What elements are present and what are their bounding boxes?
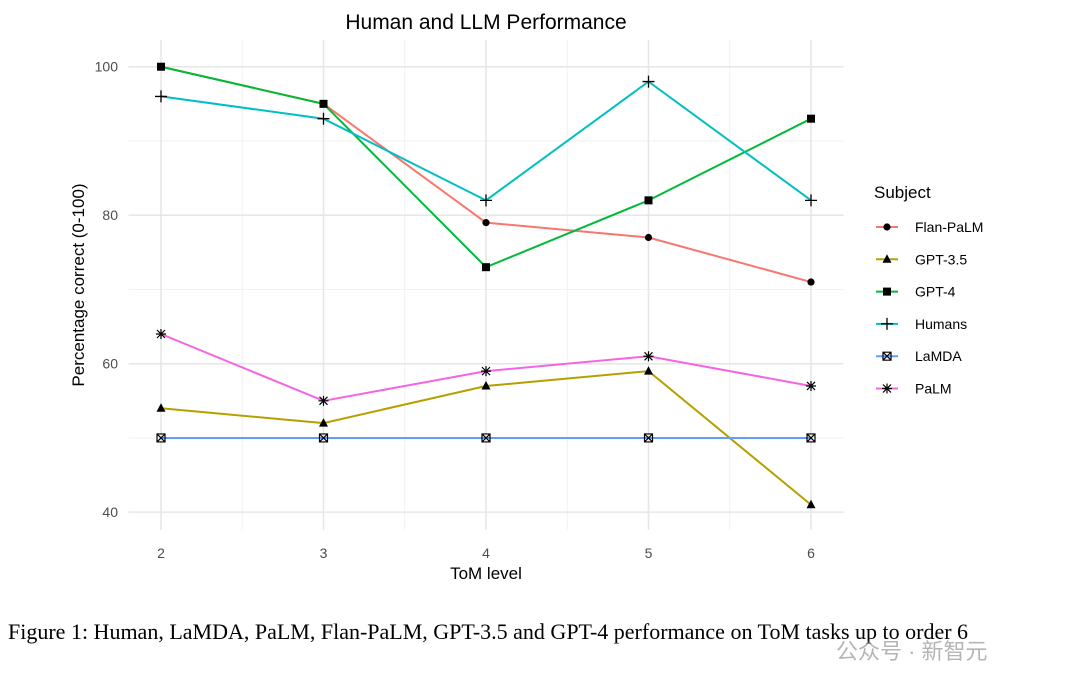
x-tick-label: 2 (157, 545, 165, 561)
legend-key-marker (882, 351, 892, 361)
y-tick-label: 60 (102, 356, 118, 372)
data-point (642, 75, 655, 88)
series-gpt-3-5 (156, 366, 816, 509)
legend-item: GPT-3.5 (876, 251, 967, 267)
watermark: 公众号 · 新智元 (836, 639, 988, 664)
data-point (157, 62, 165, 71)
data-point (806, 380, 816, 391)
data-point (156, 329, 166, 339)
y-tick-label: 40 (102, 504, 118, 520)
legend-label: LaMDA (915, 348, 962, 364)
legend-label: PaLM (915, 381, 952, 397)
data-point (482, 263, 490, 272)
x-axis-label: ToM level (450, 564, 522, 583)
data-point (318, 433, 329, 443)
x-tick-label: 6 (807, 545, 815, 561)
data-point (644, 196, 653, 205)
legend-key-marker (883, 223, 891, 231)
legend-item: Flan-PaLM (876, 219, 983, 235)
data-point (806, 499, 816, 509)
data-point (806, 433, 816, 443)
legend-title: Subject (874, 183, 931, 202)
y-tick-label: 100 (95, 59, 119, 75)
x-tick-label: 5 (645, 545, 653, 561)
data-point (155, 90, 167, 103)
chart-title: Human and LLM Performance (345, 11, 626, 34)
legend-item: LaMDA (876, 348, 962, 364)
legend-key-marker (882, 383, 892, 394)
legend-label: Humans (915, 316, 967, 332)
data-point (480, 194, 492, 207)
data-point (805, 194, 817, 207)
legend-key-marker (882, 254, 892, 263)
legend-key-marker (881, 317, 893, 330)
legend-key-marker (883, 287, 891, 296)
legend-item: GPT-4 (876, 284, 956, 300)
series-palm (156, 329, 816, 406)
data-point (643, 433, 654, 443)
data-point (156, 433, 166, 443)
legend-item: PaLM (876, 381, 952, 397)
data-point (319, 418, 328, 427)
y-axis-label: Percentage correct (0-100) (69, 183, 88, 386)
legend-label: GPT-4 (915, 284, 956, 300)
data-point (319, 99, 328, 108)
data-point (481, 366, 491, 377)
y-tick-label: 80 (102, 207, 118, 223)
data-point (318, 395, 329, 406)
data-point (317, 112, 330, 125)
line-chart: 2 3 4 5 6 40 60 80 100 Human and LLM Performance T… (69, 11, 983, 583)
data-point (643, 351, 654, 362)
data-point (807, 278, 815, 286)
data-point (481, 433, 491, 443)
series-gpt-4 (157, 62, 815, 272)
legend-label: Flan-PaLM (915, 219, 983, 235)
figure-caption: Figure 1: Human, LaMDA, PaLM, Flan-PaLM,… (8, 619, 969, 644)
data-point (481, 380, 491, 390)
series-humans (155, 75, 817, 207)
data-point (644, 366, 653, 375)
data-point (156, 403, 166, 412)
legend-label: GPT-3.5 (915, 251, 967, 267)
series-lamda (156, 433, 816, 443)
x-tick-label: 4 (482, 545, 490, 561)
data-point (807, 114, 815, 123)
x-tick-label: 3 (320, 545, 328, 561)
data-point (482, 219, 490, 227)
data-point (644, 233, 653, 242)
legend-item: Humans (876, 316, 967, 332)
